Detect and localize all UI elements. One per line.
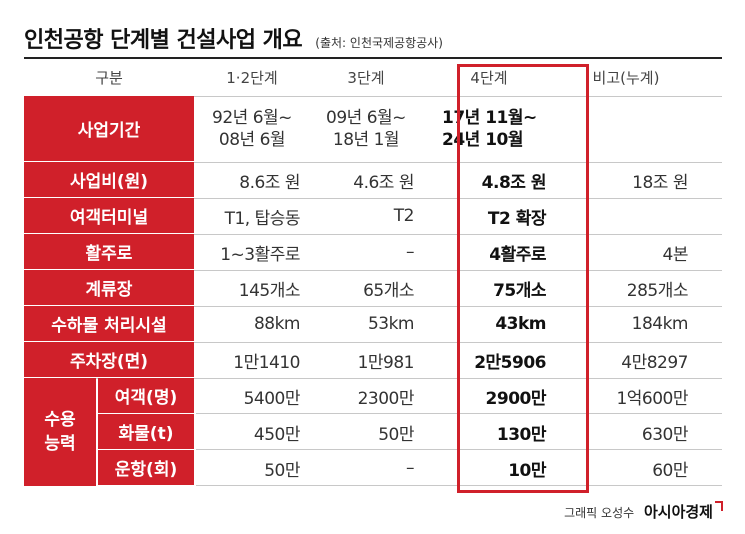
table-cell: 630만 <box>641 424 689 445</box>
column-header: 3단계 <box>347 69 385 87</box>
column-header: 구분 <box>95 69 123 87</box>
capacity-row-label: 여객(명) <box>98 378 194 414</box>
cell-line: 09년 6월~ <box>326 108 406 128</box>
row-label: 수하물 처리시설 <box>24 306 194 342</box>
brand-mark-icon <box>715 501 723 511</box>
table-row: 수하물 처리시설 88km 53km 43km 184km <box>24 306 722 343</box>
table-cell: 92년 6월~ 08년 6월 <box>196 96 308 162</box>
table-cell: 09년 6월~ 18년 1월 <box>310 96 422 162</box>
cell-line: 24년 10월 <box>442 130 524 150</box>
table-cell: 65개소 <box>363 280 414 301</box>
title-text: 인천공항 단계별 건설사업 개요 <box>24 28 303 53</box>
capacity-label-line: 능력 <box>44 434 76 454</box>
table-cell: 1만981 <box>357 352 415 373</box>
table-cell: 2300만 <box>357 388 415 409</box>
table-cell: 1~3활주로 <box>220 244 300 265</box>
table-cell: 18조 원 <box>632 172 688 193</box>
row-label: 여객터미널 <box>24 198 194 234</box>
table-cell: 4만8297 <box>621 352 688 373</box>
table-cell: 450만 <box>253 424 301 445</box>
table-row: 사업비(원) 8.6조 원 4.6조 원 4.8조 원 18조 원 <box>24 162 722 199</box>
credit-text: 그래픽 오성수 <box>564 506 635 520</box>
table-cell: T2 확장 <box>487 208 547 229</box>
table-row: 계류장 145개소 65개소 75개소 285개소 <box>24 270 722 307</box>
table-header-row: 구분 1·2단계 3단계 4단계 비고(누계) <box>24 60 722 97</box>
title-divider <box>24 57 722 59</box>
table-cell: – <box>406 458 415 478</box>
table-cell: 17년 11월~ 24년 10월 <box>424 96 554 162</box>
table-cell: 1억600만 <box>616 388 688 409</box>
table-cell: 50만 <box>264 460 300 481</box>
row-label: 계류장 <box>24 270 194 306</box>
column-header: 1·2단계 <box>226 69 278 87</box>
table-cell: 184km <box>631 314 689 334</box>
table-row: 활주로 1~3활주로 – 4활주로 4본 <box>24 234 722 271</box>
capacity-row-label: 화물(t) <box>98 414 194 450</box>
table-cell: 4본 <box>662 244 689 265</box>
column-header: 비고(누계) <box>592 69 660 87</box>
table-cell: 53km <box>367 314 415 334</box>
table-cell: 43km <box>495 314 546 334</box>
table-cell: T2 <box>393 206 415 226</box>
table-cell: 130만 <box>496 424 547 445</box>
table-cell: 88km <box>253 314 301 334</box>
source-note: (출처: 인천국제공항공사) <box>315 36 443 50</box>
table-cell: – <box>406 242 415 262</box>
table-cell: 50만 <box>378 424 414 445</box>
row-label: 사업기간 <box>24 96 194 162</box>
page-title: 인천공항 단계별 건설사업 개요 (출처: 인천국제공항공사) <box>24 22 443 54</box>
table-row: 여객터미널 T1, 탑승동 T2 T2 확장 <box>24 198 722 235</box>
table-row: 주차장(면) 1만1410 1만981 2만5906 4만8297 <box>24 342 722 379</box>
table-cell: 4활주로 <box>489 244 546 265</box>
cell-line: 18년 1월 <box>332 130 400 150</box>
table-cell: 4.6조 원 <box>353 172 414 193</box>
table-cell: 145개소 <box>238 280 301 301</box>
table-cell: 1만1410 <box>233 352 300 373</box>
cell-line: 08년 6월 <box>218 130 286 150</box>
table-cell: 5400만 <box>243 388 301 409</box>
capacity-row-label: 운항(회) <box>98 450 194 486</box>
capacity-label-line: 수용 <box>44 410 76 430</box>
row-label: 주차장(면) <box>24 342 194 378</box>
row-label: 사업비(원) <box>24 162 194 198</box>
table-cell: 8.6조 원 <box>239 172 300 193</box>
table-cell: 285개소 <box>626 280 689 301</box>
cell-line: 17년 11월~ <box>442 108 537 128</box>
table-cell: 2만5906 <box>474 352 546 373</box>
cell-line: 92년 6월~ <box>212 108 292 128</box>
table-cell: 4.8조 원 <box>481 172 547 193</box>
table-cell <box>556 96 696 162</box>
table-cell: 75개소 <box>493 280 546 301</box>
table-cell <box>556 198 696 234</box>
table-row: 사업기간 92년 6월~ 08년 6월 09년 6월~ 18년 1월 17년 11월~ 24… <box>24 96 722 163</box>
table-cell: 60만 <box>652 460 688 481</box>
table-cell: 10만 <box>508 460 546 481</box>
table-cell: 2900만 <box>485 388 547 409</box>
column-header: 4단계 <box>470 69 508 87</box>
table-cell: T1, 탑승동 <box>224 208 301 229</box>
brand-logo: 아시아경제 <box>643 503 713 521</box>
credit: 그래픽 오성수 아시아경제 <box>564 501 723 522</box>
row-label: 활주로 <box>24 234 194 270</box>
